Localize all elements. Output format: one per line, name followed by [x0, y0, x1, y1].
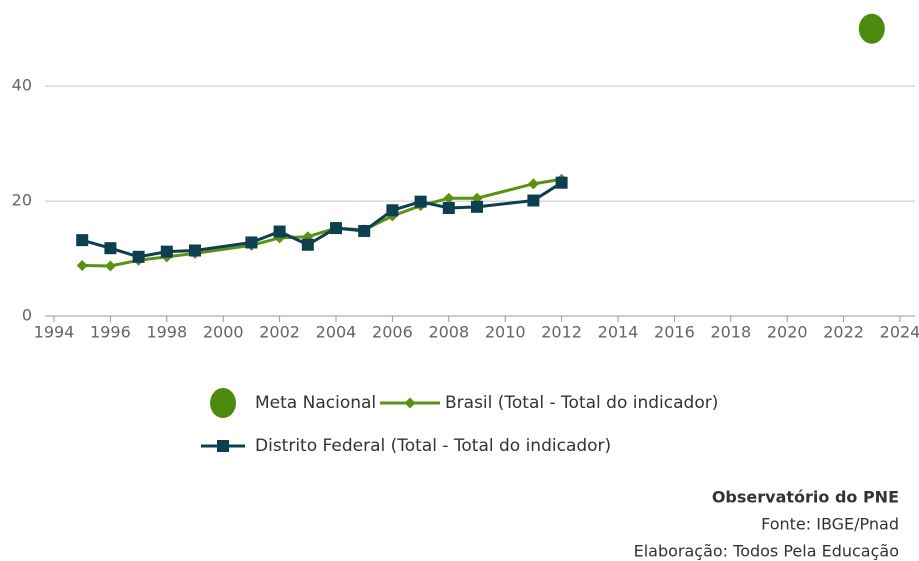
data-point [160, 245, 173, 258]
data-point [189, 244, 201, 257]
x-tick-label: 2018 [710, 323, 751, 342]
footer-text: Elaboração: Todos Pela Educação [634, 542, 899, 561]
legend-symbol [404, 397, 416, 409]
data-point [132, 250, 145, 263]
data-point [358, 224, 371, 237]
x-tick-label: 1996 [90, 323, 131, 342]
footer-text: Fonte: IBGE/Pnad [761, 515, 899, 534]
data-point [443, 192, 455, 204]
data-point [527, 178, 539, 190]
data-point [414, 195, 427, 208]
legend-label: Distrito Federal (Total - Total do indic… [255, 436, 611, 456]
x-tick-label: 1998 [146, 323, 187, 342]
data-point [104, 242, 117, 255]
data-point [555, 176, 568, 189]
x-tick-label: 1994 [34, 323, 75, 342]
x-tick-label: 2014 [598, 323, 639, 342]
y-tick-label: 0 [22, 306, 32, 325]
x-tick-label: 2004 [316, 323, 357, 342]
data-point [527, 194, 540, 207]
data-point [471, 200, 483, 213]
x-tick-label: 2006 [372, 323, 413, 342]
x-tick-label: 2022 [823, 323, 864, 342]
x-tick-label: 2012 [541, 323, 582, 342]
y-tick-label: 20 [12, 191, 32, 210]
series-line [81, 181, 563, 259]
y-tick-label: 40 [12, 76, 32, 95]
series-line [82, 177, 562, 268]
data-point [858, 13, 885, 44]
data-point [273, 225, 286, 238]
x-tick-label: 2008 [428, 323, 469, 342]
data-point [330, 222, 342, 235]
x-tick-label: 2024 [880, 323, 919, 342]
legend-label: Meta Nacional [255, 393, 376, 413]
data-point [301, 238, 314, 251]
data-point [245, 236, 258, 249]
x-tick-label: 2000 [203, 323, 244, 342]
data-point [104, 260, 116, 272]
data-point [386, 204, 399, 217]
legend-label: Brasil (Total - Total do indicador) [445, 393, 718, 413]
x-tick-label: 2020 [767, 323, 808, 342]
x-tick-label: 2016 [654, 323, 695, 342]
data-point [76, 234, 89, 247]
data-point [442, 201, 455, 214]
footer-text: Observatório do PNE [712, 488, 899, 507]
x-tick-label: 2002 [259, 323, 300, 342]
legend-symbol [210, 388, 236, 418]
x-tick-label: 2010 [485, 323, 526, 342]
legend-symbol [217, 440, 229, 452]
data-point [76, 259, 88, 271]
